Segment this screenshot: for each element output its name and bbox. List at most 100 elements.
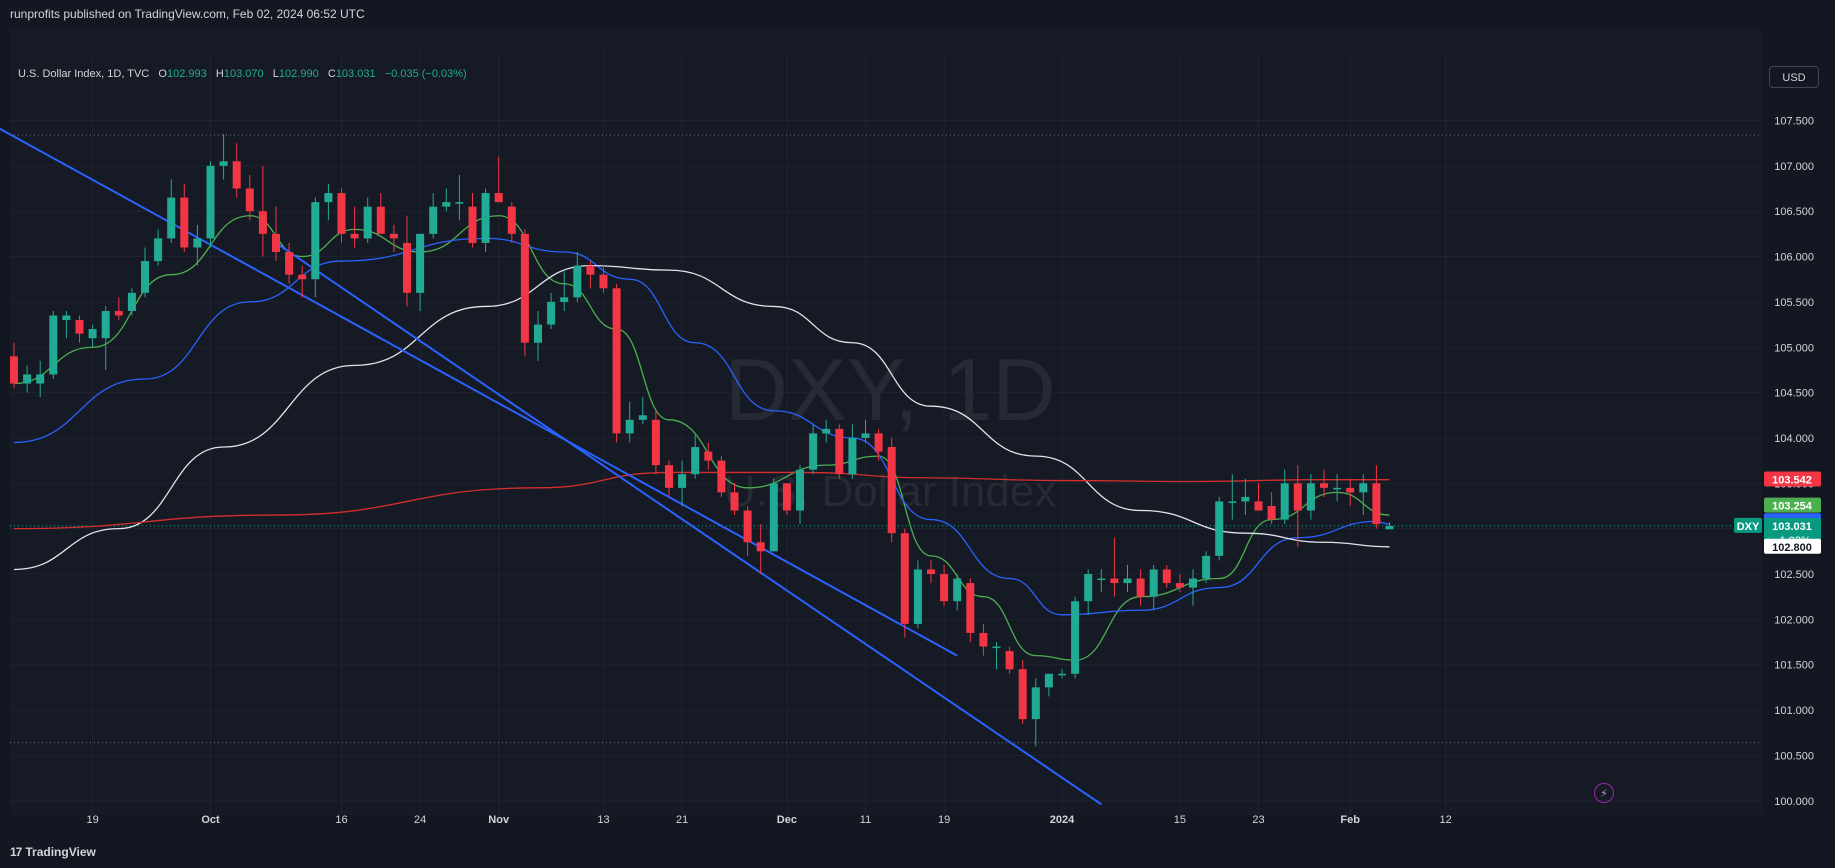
time-tick-label: 21	[676, 814, 688, 826]
candle-body	[638, 415, 647, 420]
candle-body	[730, 492, 739, 511]
low-value: 102.990	[278, 68, 319, 80]
candle-body	[848, 437, 857, 475]
candle-body	[88, 329, 97, 339]
candle-body	[1293, 483, 1302, 511]
candle-body	[1320, 483, 1328, 488]
candle-body	[363, 206, 372, 239]
candle-body	[337, 193, 346, 234]
candle-body	[1005, 651, 1014, 670]
candle-body	[1123, 578, 1132, 584]
candle-body	[560, 297, 569, 302]
candle-body	[599, 274, 608, 289]
candle-body	[245, 188, 254, 212]
candle-body	[547, 301, 556, 325]
price-axis-badge-text: 102.800	[1772, 542, 1812, 554]
candle-body	[167, 197, 176, 239]
candle-body	[1031, 687, 1040, 720]
candle-body	[350, 233, 359, 239]
candle-body	[1136, 578, 1145, 597]
time-tick-label: 23	[1252, 814, 1264, 826]
candle-body	[416, 233, 425, 293]
price-axis-bg	[1762, 29, 1835, 838]
candle-body	[154, 238, 163, 262]
tradingview-logo[interactable]: 17 TradingView	[10, 843, 96, 861]
candle-body	[298, 274, 307, 280]
candle-body	[809, 433, 818, 470]
candle-body	[376, 206, 385, 234]
price-axis-badge-text: 103.031	[1772, 521, 1812, 533]
candle-body	[1346, 487, 1355, 493]
candle-body	[913, 569, 922, 624]
candle-body	[127, 292, 136, 311]
candle-body	[10, 356, 18, 384]
candle-body	[403, 242, 411, 293]
time-tick-label: Dec	[777, 814, 797, 826]
candle-body	[141, 261, 149, 293]
price-tick-label: 102.000	[1774, 614, 1814, 626]
published-info: runprofits published on TradingView.com,…	[0, 0, 1835, 29]
candle-body	[1175, 583, 1184, 588]
watermark-title: DXY, 1D	[725, 340, 1056, 439]
price-axis-badge	[1764, 471, 1821, 487]
candle-body	[966, 583, 975, 633]
candle-body	[455, 202, 464, 204]
trend-channel-line	[275, 242, 1102, 806]
candle-body	[272, 233, 280, 253]
candle-body	[429, 206, 438, 234]
moving-average-line	[13, 237, 1390, 616]
candle-body	[940, 574, 949, 602]
candle-body	[586, 265, 595, 275]
candle-body	[494, 193, 503, 203]
price-axis-badge	[1764, 538, 1821, 554]
candle-body	[887, 447, 896, 534]
chart-area[interactable]	[10, 29, 1825, 838]
lightning-icon[interactable]: ⚡	[1594, 783, 1614, 803]
price-tick-label: 101.000	[1774, 705, 1814, 717]
candle-body	[992, 646, 1001, 649]
price-tick-label: 101.500	[1774, 660, 1814, 672]
candle-body	[520, 233, 529, 343]
time-tick-label: 16	[335, 814, 347, 826]
candle-body	[62, 315, 71, 321]
price-tick-label: 102.500	[1774, 569, 1814, 581]
candle-body	[612, 288, 621, 434]
candle-body	[756, 542, 765, 552]
candle-body	[1306, 483, 1315, 511]
candle-body	[1189, 578, 1197, 588]
time-tick-label: 11	[860, 814, 871, 826]
currency-button[interactable]: USD	[1769, 66, 1819, 88]
candle-body	[1372, 483, 1381, 525]
price-axis-badge-text: 103.542	[1772, 474, 1812, 486]
candle-body	[180, 197, 189, 248]
candle-body	[861, 433, 870, 438]
candle-body	[1202, 555, 1211, 579]
time-tick-label: 2024	[1050, 814, 1075, 826]
price-axis-badge	[1764, 497, 1821, 513]
candle-body	[534, 324, 542, 343]
candle-body	[1058, 673, 1066, 676]
candle-body	[49, 315, 58, 375]
candle-body	[717, 460, 726, 493]
candle-body	[1333, 487, 1342, 490]
candle-body	[796, 469, 804, 511]
candle-body	[1044, 673, 1053, 688]
candle-body	[822, 428, 831, 434]
tradingview-logo-icon: 17	[10, 845, 22, 859]
time-axis-bg	[0, 815, 1762, 838]
candle-body	[1267, 505, 1276, 520]
price-tick-label: 100.000	[1774, 796, 1814, 808]
candle-body	[953, 578, 962, 602]
candle-body	[874, 433, 883, 452]
candle-body	[36, 374, 45, 384]
candle-body	[1149, 569, 1158, 597]
change-value: −0.035 (−0.03%)	[384, 68, 467, 80]
candle-body	[219, 161, 228, 166]
candle-body	[468, 206, 477, 243]
candle-body	[75, 320, 84, 334]
price-tick-label: 107.000	[1774, 161, 1814, 173]
candle-body	[258, 211, 267, 234]
symbol-tag	[1734, 517, 1762, 533]
chart-legend: U.S. Dollar Index, 1D, TVC O102.993 H103…	[18, 68, 467, 80]
